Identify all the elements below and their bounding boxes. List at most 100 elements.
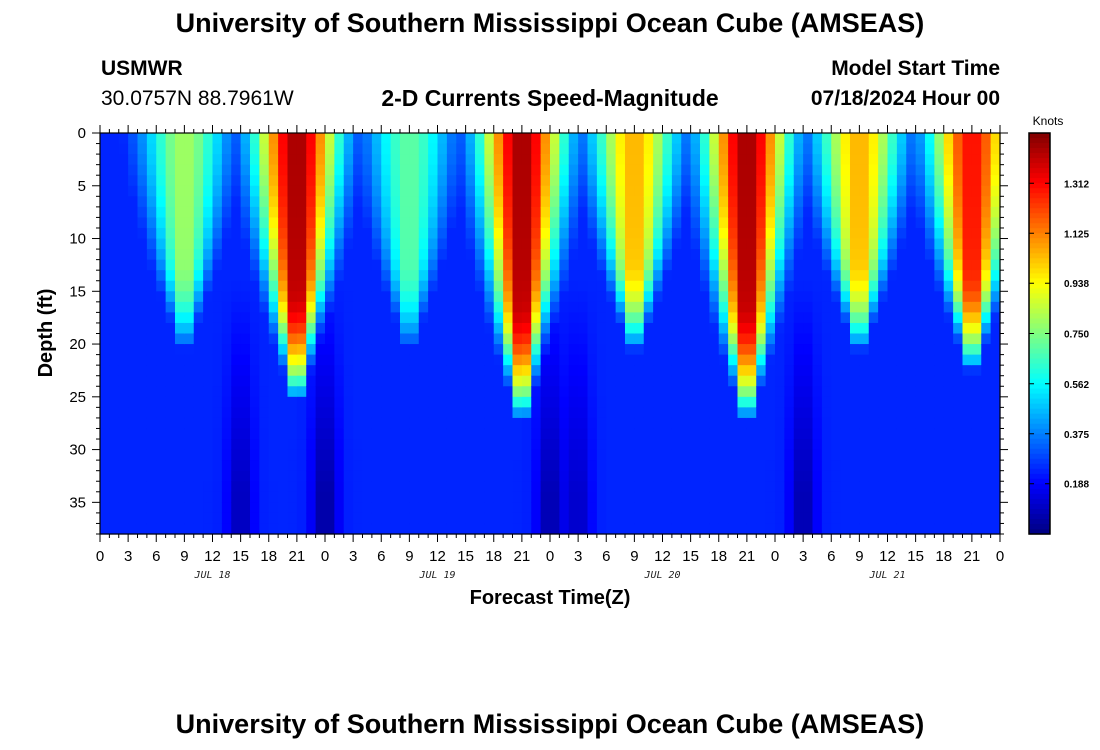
heatmap-cell	[353, 164, 364, 176]
heatmap-cell	[765, 470, 776, 482]
heatmap-cell	[146, 512, 157, 525]
heatmap-cell	[943, 301, 954, 313]
heatmap-cell	[428, 217, 439, 229]
colorbar-segment	[1029, 418, 1050, 425]
heatmap-cell	[859, 164, 870, 176]
heatmap-cell	[812, 217, 823, 229]
heatmap-cell	[484, 491, 495, 503]
heatmap-cell	[203, 417, 214, 430]
heatmap-cell	[700, 333, 710, 345]
heatmap-cell	[868, 375, 879, 387]
heatmap-cell	[775, 270, 785, 282]
heatmap-cell	[953, 523, 964, 535]
heatmap-cell	[793, 428, 804, 440]
heatmap-cell	[165, 291, 176, 303]
colorbar-segment	[1029, 358, 1050, 365]
heatmap-cell	[643, 502, 654, 514]
heatmap-cell	[334, 333, 345, 345]
heatmap-cell	[362, 259, 373, 271]
heatmap-cell	[493, 354, 504, 366]
heatmap-cell	[475, 470, 485, 482]
heatmap-cell	[878, 417, 889, 430]
heatmap-cell	[325, 249, 335, 261]
colorbar-segment	[1029, 313, 1050, 320]
heatmap-cell	[146, 227, 157, 240]
heatmap-cell	[681, 396, 692, 408]
heatmap-cell	[193, 491, 204, 503]
heatmap-cell	[503, 196, 514, 208]
heatmap-cell	[137, 185, 148, 197]
heatmap-cell	[709, 154, 720, 166]
heatmap-cell	[371, 249, 382, 261]
heatmap-cell	[793, 280, 804, 292]
heatmap-cell	[296, 217, 307, 229]
heatmap-cell	[625, 481, 635, 493]
heatmap-cell	[109, 175, 120, 187]
heatmap-cell	[700, 523, 710, 535]
heatmap-cell	[746, 428, 757, 440]
heatmap-cell	[634, 407, 645, 419]
heatmap-cell	[128, 301, 139, 313]
heatmap-cell	[700, 249, 710, 261]
heatmap-cell	[268, 354, 279, 366]
heatmap-cell	[343, 502, 354, 514]
heatmap-cell	[250, 460, 260, 472]
heatmap-cell	[353, 270, 364, 282]
heatmap-cell	[981, 417, 992, 430]
heatmap-cell	[643, 523, 654, 535]
heatmap-cell	[531, 154, 542, 166]
heatmap-cell	[353, 154, 364, 166]
heatmap-cell	[287, 312, 298, 324]
heatmap-cell	[821, 301, 832, 313]
heatmap-cell	[756, 312, 767, 324]
heatmap-cell	[578, 523, 589, 535]
heatmap-cell	[362, 206, 373, 219]
heatmap-cell	[953, 460, 964, 472]
heatmap-cell	[268, 175, 279, 187]
heatmap-cell	[484, 185, 495, 197]
heatmap-cell	[915, 396, 926, 408]
heatmap-cell	[793, 196, 804, 208]
heatmap-cell	[409, 449, 420, 461]
heatmap-cell	[428, 249, 439, 261]
x-tick-label: 18	[710, 548, 727, 565]
heatmap-cell	[850, 249, 860, 261]
heatmap-cell	[278, 270, 289, 282]
heatmap-cell	[203, 386, 214, 398]
heatmap-cell	[568, 164, 579, 176]
heatmap-cell	[690, 439, 701, 451]
heatmap-cell	[953, 428, 964, 440]
heatmap-cell	[821, 502, 832, 514]
heatmap-cell	[596, 417, 607, 430]
heatmap-cell	[381, 386, 392, 398]
heatmap-cell	[306, 481, 317, 493]
heatmap-cell	[353, 417, 364, 430]
heatmap-cell	[418, 375, 429, 387]
heatmap-cell	[793, 449, 804, 461]
heatmap-cell	[962, 460, 973, 472]
heatmap-cell	[250, 396, 260, 408]
heatmap-cell	[428, 143, 439, 155]
heatmap-cell	[465, 175, 476, 187]
heatmap-cell	[812, 301, 823, 313]
heatmap-cell	[418, 196, 429, 208]
heatmap-cell	[850, 396, 860, 408]
heatmap-cell	[756, 491, 767, 503]
heatmap-cell	[109, 491, 120, 503]
heatmap-cell	[456, 301, 467, 313]
heatmap-cell	[175, 238, 185, 250]
heatmap-cell	[962, 470, 973, 482]
heatmap-cell	[203, 502, 214, 514]
heatmap-cell	[587, 133, 598, 145]
heatmap-cell	[756, 396, 767, 408]
heatmap-cell	[793, 396, 804, 408]
heatmap-cell	[896, 460, 907, 472]
heatmap-cell	[896, 417, 907, 430]
heatmap-cell	[465, 301, 476, 313]
heatmap-cell	[887, 449, 898, 461]
heatmap-cell	[503, 460, 514, 472]
heatmap-cell	[521, 460, 532, 472]
heatmap-cell	[690, 291, 701, 303]
heatmap-cell	[296, 365, 307, 377]
heatmap-cell	[859, 354, 870, 366]
